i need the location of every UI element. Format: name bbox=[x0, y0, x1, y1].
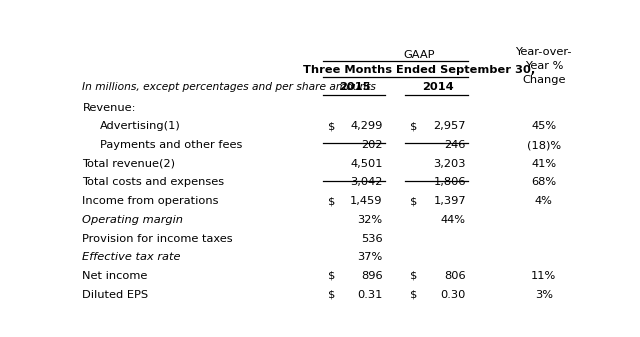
Text: Net income: Net income bbox=[83, 271, 148, 281]
Text: Operating margin: Operating margin bbox=[83, 215, 184, 225]
Text: Diluted EPS: Diluted EPS bbox=[83, 289, 148, 300]
Text: Provision for income taxes: Provision for income taxes bbox=[83, 234, 233, 244]
Text: 44%: 44% bbox=[441, 215, 466, 225]
Text: 4,501: 4,501 bbox=[350, 159, 383, 169]
Text: 896: 896 bbox=[361, 271, 383, 281]
Text: $: $ bbox=[328, 196, 335, 206]
Text: 2,957: 2,957 bbox=[433, 121, 466, 131]
Text: 3,042: 3,042 bbox=[350, 178, 383, 187]
Text: 1,459: 1,459 bbox=[350, 196, 383, 206]
Text: 2014: 2014 bbox=[422, 82, 454, 92]
Text: 2015: 2015 bbox=[340, 82, 371, 92]
Text: $: $ bbox=[410, 271, 417, 281]
Text: Income from operations: Income from operations bbox=[83, 196, 219, 206]
Text: 4,299: 4,299 bbox=[350, 121, 383, 131]
Text: 536: 536 bbox=[361, 234, 383, 244]
Text: 1,397: 1,397 bbox=[433, 196, 466, 206]
Text: 202: 202 bbox=[361, 140, 383, 150]
Text: 3,203: 3,203 bbox=[433, 159, 466, 169]
Text: Effective tax rate: Effective tax rate bbox=[83, 252, 181, 262]
Text: $: $ bbox=[410, 196, 417, 206]
Text: Year-over-
Year %
Change: Year-over- Year % Change bbox=[515, 47, 572, 85]
Text: $: $ bbox=[328, 271, 335, 281]
Text: Payments and other fees: Payments and other fees bbox=[100, 140, 242, 150]
Text: Revenue:: Revenue: bbox=[83, 103, 136, 113]
Text: (18)%: (18)% bbox=[527, 140, 561, 150]
Text: 1,806: 1,806 bbox=[433, 178, 466, 187]
Text: Advertising(1): Advertising(1) bbox=[100, 121, 180, 131]
Text: $: $ bbox=[328, 121, 335, 131]
Text: 11%: 11% bbox=[531, 271, 556, 281]
Text: $: $ bbox=[328, 289, 335, 300]
Text: 68%: 68% bbox=[531, 178, 556, 187]
Text: 0.31: 0.31 bbox=[357, 289, 383, 300]
Text: 45%: 45% bbox=[531, 121, 556, 131]
Text: 4%: 4% bbox=[535, 196, 553, 206]
Text: Three Months Ended September 30,: Three Months Ended September 30, bbox=[303, 65, 536, 75]
Text: Total costs and expenses: Total costs and expenses bbox=[83, 178, 225, 187]
Text: 806: 806 bbox=[444, 271, 466, 281]
Text: 32%: 32% bbox=[357, 215, 383, 225]
Text: $: $ bbox=[410, 121, 417, 131]
Text: 246: 246 bbox=[445, 140, 466, 150]
Text: Total revenue(2): Total revenue(2) bbox=[83, 159, 175, 169]
Text: 0.30: 0.30 bbox=[440, 289, 466, 300]
Text: 41%: 41% bbox=[531, 159, 556, 169]
Text: $: $ bbox=[410, 289, 417, 300]
Text: GAAP: GAAP bbox=[403, 50, 435, 60]
Text: 3%: 3% bbox=[535, 289, 553, 300]
Text: In millions, except percentages and per share amounts: In millions, except percentages and per … bbox=[83, 82, 376, 92]
Text: 37%: 37% bbox=[357, 252, 383, 262]
